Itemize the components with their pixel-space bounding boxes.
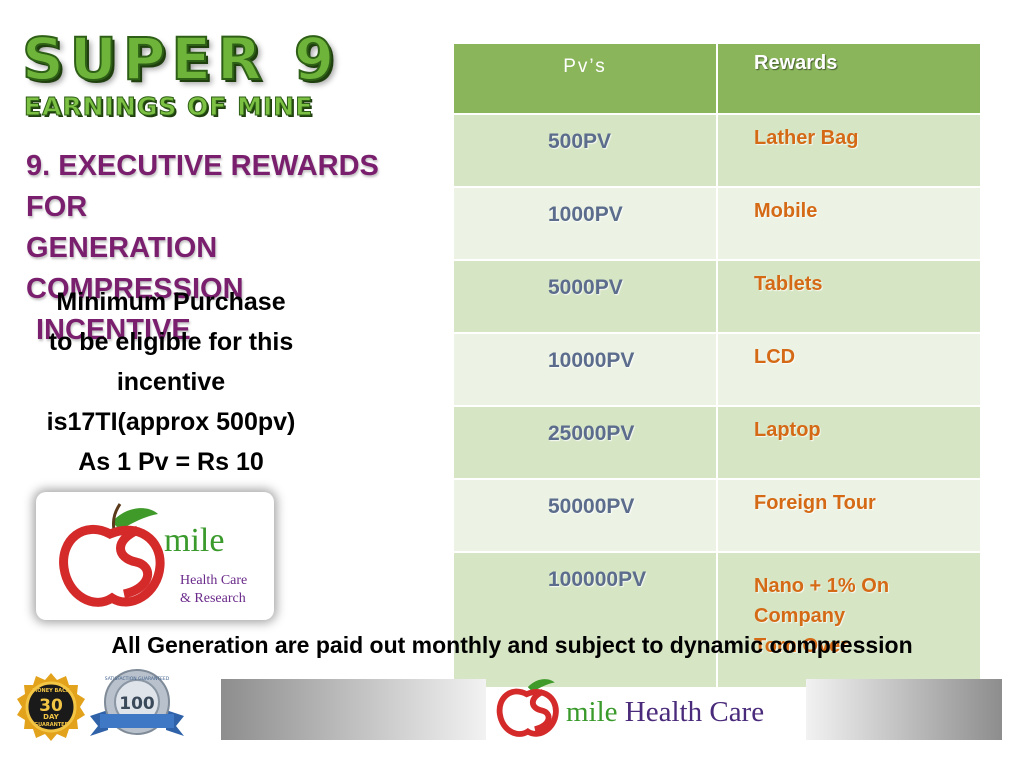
logo-wordmark: mile [164, 522, 225, 559]
smile-logo-card: mile Health Care & Research [36, 492, 274, 620]
reward-cell: Nano + 1% On Company Torn Over [716, 551, 982, 689]
apple-logo-icon [59, 503, 165, 607]
table-row: 5000PV Tablets [452, 259, 982, 334]
badge-top-text: SATISFACTION GUARANTEED [105, 676, 170, 682]
brand-subtitle: EARNINGS OF MINE [23, 92, 314, 122]
reward-cell: Lather Bag [716, 113, 982, 188]
heading-line: Generation Compression [26, 232, 244, 305]
table-row: 100000PV Nano + 1% On Company Torn Over [452, 551, 982, 689]
badge-top-text: MONEY BACK [32, 688, 71, 694]
pv-cell: 500PV [452, 113, 718, 188]
badge-unit: DAY [43, 713, 60, 721]
reward-cell: Foreign Tour [716, 478, 982, 553]
satisfaction-badge-icon: SATISFACTION GUARANTEED 100 [90, 669, 184, 736]
requirement-line: is17TI(approx 500pv) [46, 408, 296, 436]
requirement-line: Minimum Purchase [56, 288, 286, 316]
money-back-badge-icon: MONEY BACK 30 DAY GUARANTEE [17, 673, 85, 741]
reward-line: Nano + 1% On [754, 575, 890, 597]
heading-line: 9. Executive Rewards for [26, 150, 379, 223]
footer-logo-health-care: Health Care [624, 696, 765, 728]
badge-bottom-text: GUARANTEE [34, 722, 69, 728]
reward-line: Torn Over [754, 635, 849, 657]
column-header-rewards: Rewards [716, 42, 982, 115]
table-header-row: Pv’s Rewards [452, 42, 982, 115]
footer-logo-mile: mile [566, 696, 618, 728]
reward-cell: LCD [716, 332, 982, 407]
table-row: 500PV Lather Bag [452, 113, 982, 188]
pv-cell: 50000PV [452, 478, 718, 553]
table-row: 25000PV Laptop [452, 405, 982, 480]
pv-cell: 25000PV [452, 405, 718, 480]
logo-tag-line: & Research [180, 591, 246, 606]
footer-bar-right [806, 679, 1002, 740]
reward-line: Company [754, 605, 846, 627]
table-row: 1000PV Mobile [452, 186, 982, 261]
column-header-pv: Pv’s [452, 42, 718, 115]
brand-title: SUPER 9 [21, 25, 341, 93]
footer-wordmark: mile Health Care [566, 696, 764, 729]
reward-cell: Tablets [716, 259, 982, 334]
apple-logo-icon [496, 679, 559, 737]
requirement-line: incentive [116, 368, 226, 396]
badge-number: 100 [119, 694, 155, 714]
pv-cell: 10000PV [452, 332, 718, 407]
footer-logo: mile Health Care [494, 672, 806, 742]
footer-note: All Generation are paid out monthly and … [111, 632, 913, 658]
requirement-line: to be eligible for this [48, 328, 294, 356]
table-row: 50000PV Foreign Tour [452, 478, 982, 553]
badge-number: 30 [39, 696, 63, 716]
minimum-purchase-note: Minimum Purchase to be eligible for this… [18, 282, 324, 482]
table-row: 10000PV LCD [452, 332, 982, 407]
reward-cell: Mobile [716, 186, 982, 261]
pv-cell: 1000PV [452, 186, 718, 261]
pv-cell: 5000PV [452, 259, 718, 334]
pv-cell: 100000PV [452, 551, 718, 689]
footer-bar-left [221, 679, 486, 740]
rewards-table: Pv’s Rewards 500PV Lather Bag 1000PV Mob… [452, 42, 982, 689]
section-heading: 9. Executive Rewards for Generation Comp… [26, 146, 438, 351]
heading-line: Incentive [36, 314, 191, 346]
logo-tagline: Health Care & Research [180, 572, 247, 608]
reward-cell: Laptop [716, 405, 982, 480]
logo-tag-line: Health Care [180, 573, 248, 588]
requirement-line: As 1 Pv = Rs 10 [78, 448, 264, 476]
